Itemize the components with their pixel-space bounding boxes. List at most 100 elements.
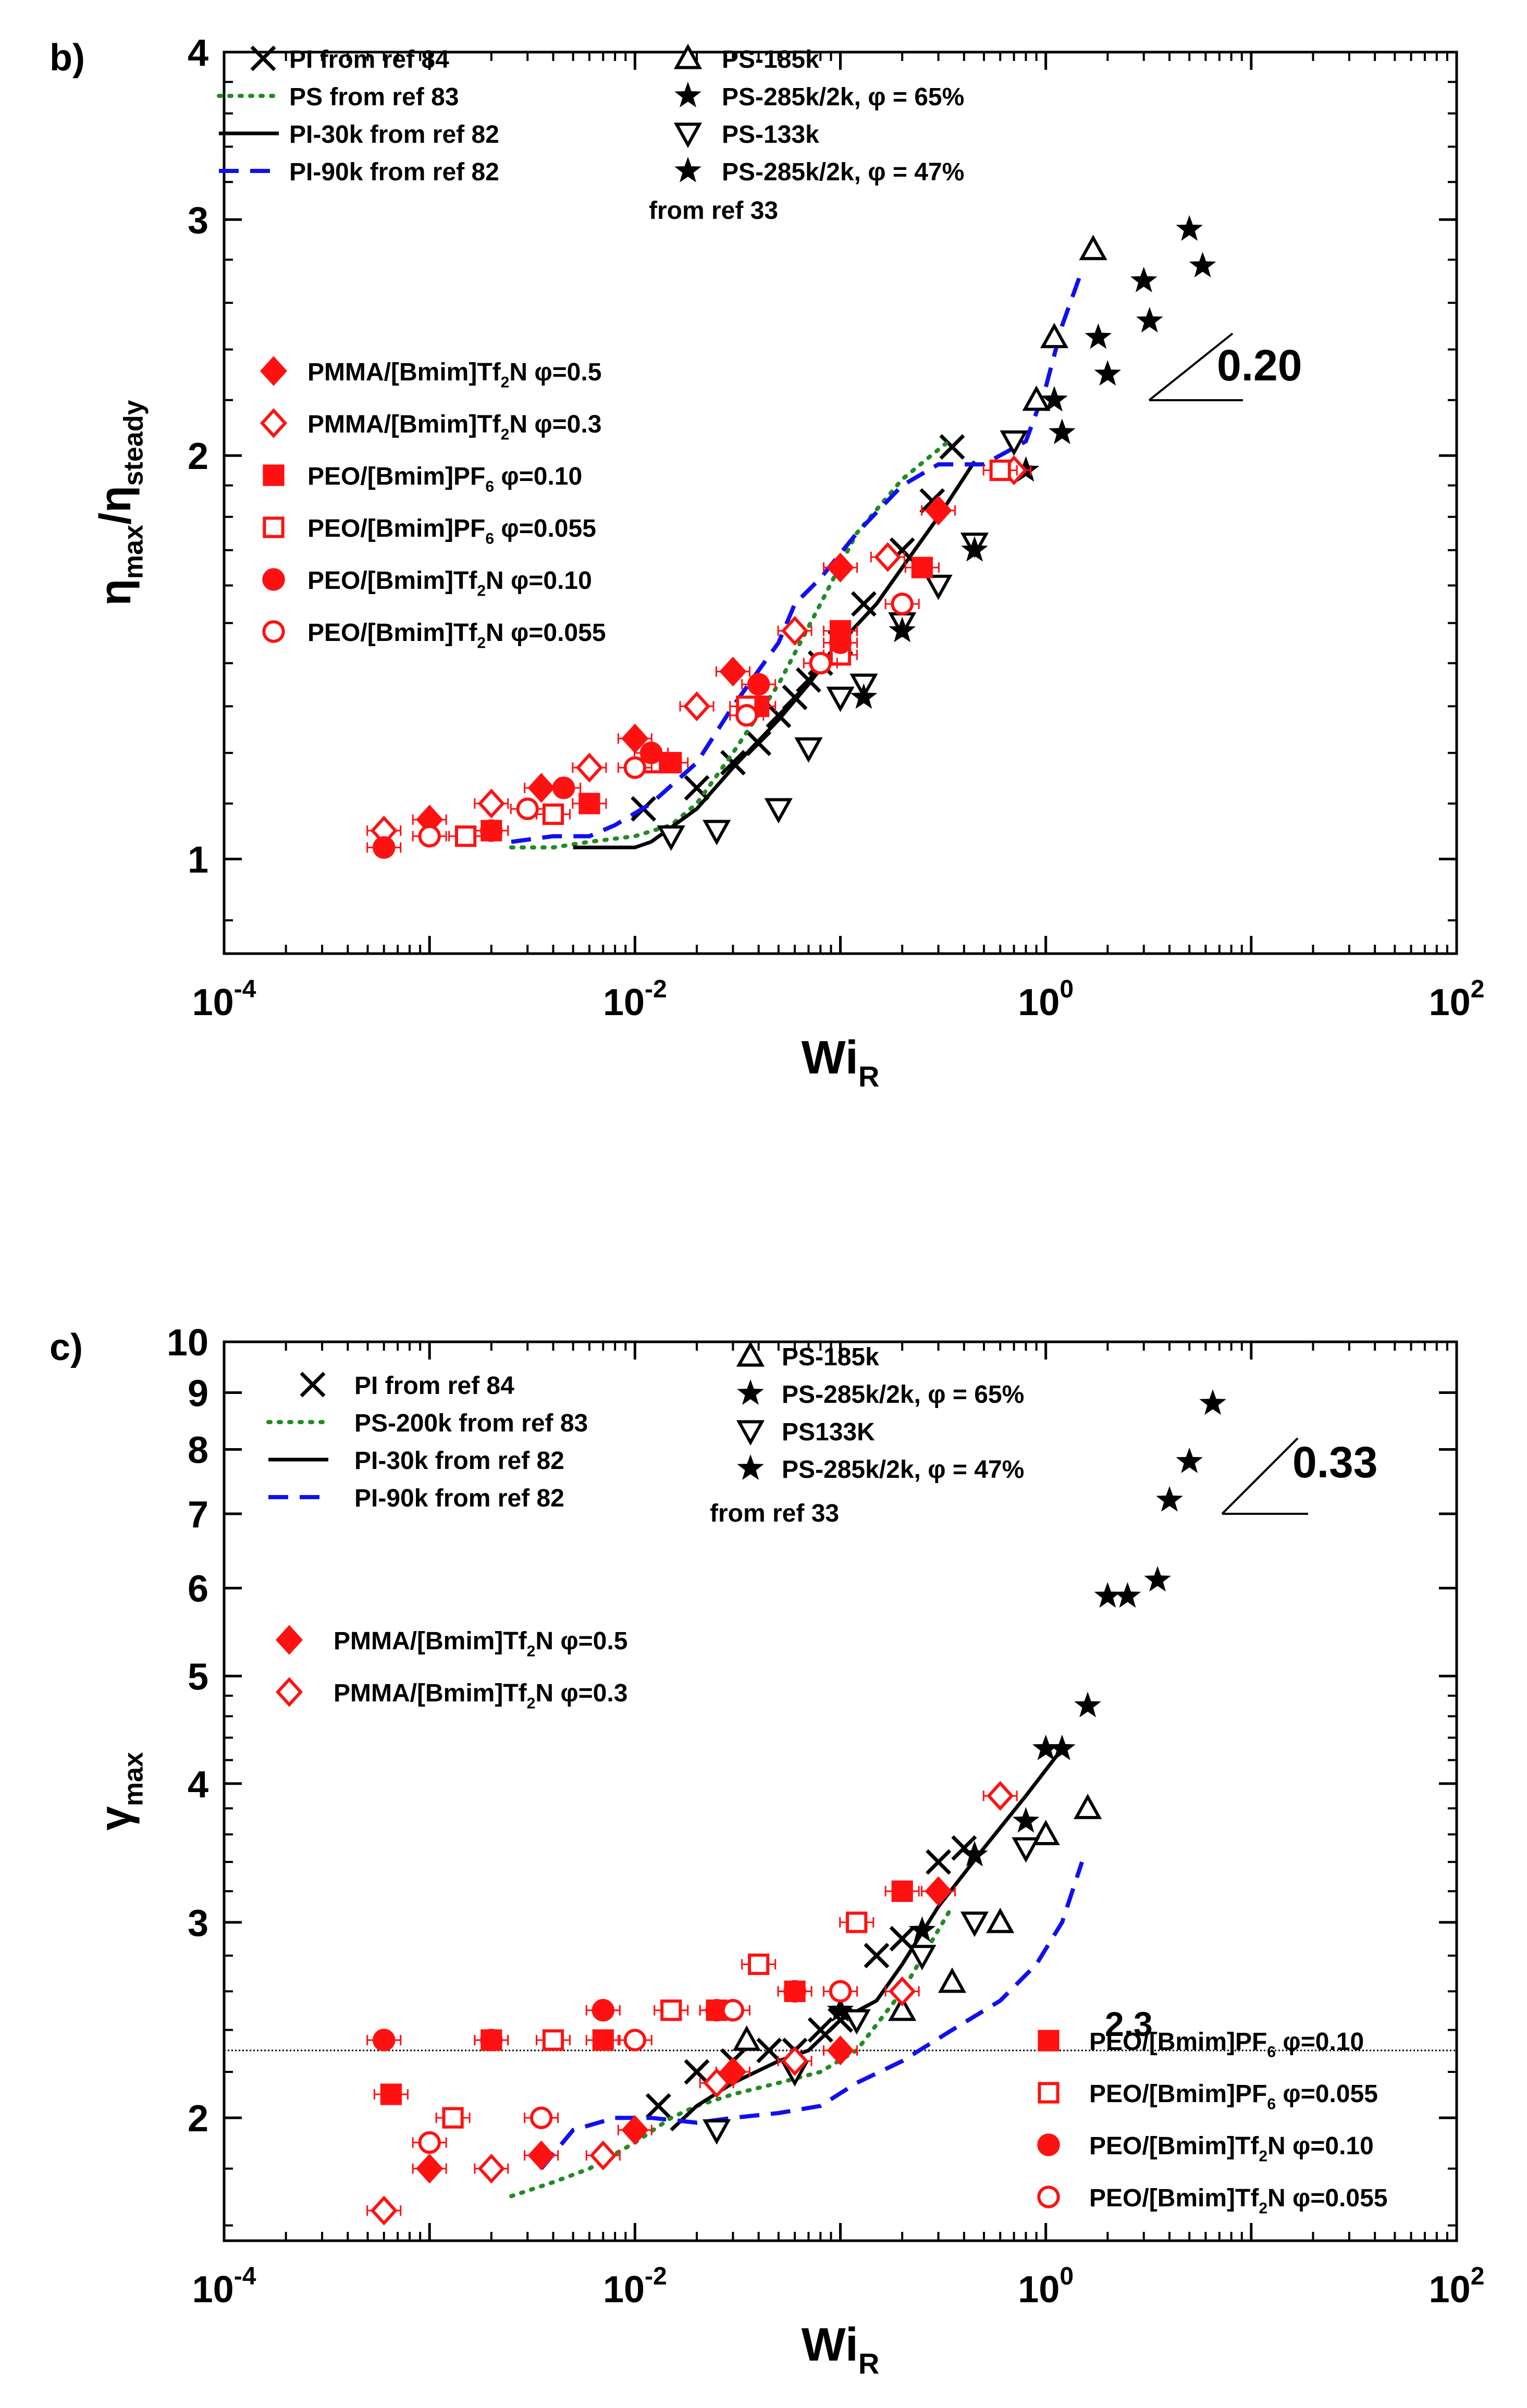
legend-marker [275, 1677, 303, 1707]
data-point [1000, 430, 1028, 456]
data-point [1189, 252, 1216, 278]
y-tick-label: 9 [188, 1373, 208, 1414]
y-axis-label-group: ηmax/ηsteady [91, 400, 149, 606]
legend-marker [250, 45, 276, 71]
series-line [539, 1861, 1084, 2170]
legend-label: PEO/[Bmim]Tf2N φ=0.10 [1089, 2132, 1374, 2165]
data-point [960, 1911, 989, 1937]
legend-label: PS-285k/2k, φ = 47% [722, 158, 964, 186]
y-tick-label: 1 [188, 839, 208, 881]
y-tick-label: 2 [188, 436, 208, 477]
slope-label: 0.33 [1292, 1438, 1378, 1487]
legend-label: PMMA/[Bmim]Tf2N φ=0.3 [334, 1680, 627, 1712]
slope-label: 0.20 [1217, 341, 1302, 390]
data-point [1040, 323, 1069, 349]
series-4 [732, 1794, 1102, 2051]
data-point [889, 1976, 916, 2007]
data-point [477, 2153, 505, 2184]
legend-entry: PS133K [736, 1418, 875, 1446]
data-point [1012, 1807, 1040, 1833]
legend-entry: PI-30k from ref 82 [268, 1447, 564, 1475]
data-point [764, 798, 793, 824]
legend-label: PEO/[Bmim]Tf2N φ=0.10 [307, 567, 592, 599]
y-tick-label: 6 [188, 1569, 208, 1610]
data-point [925, 1876, 952, 1906]
y-axis-label-group: γmax [91, 1752, 149, 1831]
data-point [888, 1995, 917, 2021]
data-point [1049, 418, 1076, 444]
data-point [807, 2017, 833, 2043]
legend-label: PS133K [782, 1418, 875, 1446]
data-point [516, 797, 539, 820]
legend-source-note: from ref 33 [649, 197, 778, 225]
slope-triangle [1148, 332, 1243, 401]
legend-label: PEO/[Bmim]Tf2N φ=0.055 [1089, 2184, 1388, 2217]
data-point [370, 2195, 398, 2226]
data-point [1041, 386, 1068, 412]
data-point [703, 2119, 731, 2145]
data-point [373, 2029, 396, 2052]
data-point [961, 536, 988, 562]
data-point [542, 803, 564, 825]
data-point [1085, 323, 1112, 349]
series-8 [412, 495, 956, 835]
legend-entry: PS-285k/2k, φ = 47% [737, 1454, 1024, 1484]
series-11 [435, 1911, 875, 2129]
legend-marker [1037, 2133, 1060, 2156]
legend-entry: PEO/[Bmim]Tf2N φ=0.055 [1037, 2184, 1388, 2217]
data-point [827, 2035, 854, 2066]
data-point [480, 819, 503, 842]
legend-entry: PS-285k/2k, φ = 65% [674, 81, 964, 111]
y-tick-label: 7 [188, 1494, 208, 1536]
data-point [1156, 1486, 1183, 1512]
data-point [1144, 1566, 1171, 1592]
legend-label: PS-285k/2k, φ = 65% [722, 83, 964, 111]
legend-entry: PEO/[Bmim]Tf2N φ=0.10 [262, 567, 592, 599]
data-point [748, 1953, 770, 1975]
data-point [1031, 1820, 1060, 1845]
data-point [621, 2115, 649, 2145]
data-point [416, 2153, 444, 2184]
x-tick-label: 10-4 [192, 975, 256, 1023]
legend-label: PS-285k/2k, φ = 65% [782, 1381, 1024, 1409]
data-point [418, 2131, 441, 2154]
data-point [1176, 1447, 1203, 1473]
y-tick-label: 8 [188, 1429, 208, 1471]
data-point [842, 2009, 871, 2035]
legend-label: PS-185k [782, 1343, 879, 1371]
data-point [592, 1998, 614, 2022]
data-point [575, 752, 603, 783]
data-point [1094, 360, 1122, 386]
data-point [623, 756, 647, 779]
data-point [989, 459, 1011, 481]
series-3 [511, 269, 1084, 844]
data-point [794, 737, 823, 763]
x-axis-label: WiR [802, 2319, 880, 2380]
legend-entry: PS-285k/2k, φ = 65% [737, 1379, 1024, 1409]
legend-label: PI-30k from ref 82 [354, 1447, 564, 1475]
legend-entry: PEO/[Bmim]Tf2N φ=0.055 [262, 619, 606, 651]
legend-marker [300, 1372, 326, 1398]
legend-label: PI-90k from ref 82 [354, 1485, 564, 1512]
data-point [1049, 1734, 1076, 1760]
legend-label: PEO/[Bmim]PF6 φ=0.055 [1089, 2080, 1378, 2113]
legend-entry: PMMA/[Bmim]Tf2N φ=0.5 [275, 1625, 627, 1660]
data-point [1074, 1794, 1102, 1819]
chart-panel-b: b) 10-4 10-2 100 102 1 2 3 4 WiR ηmax/ηsteady PI fr… [50, 32, 1484, 1093]
legend-marker [674, 81, 701, 107]
legend-marker [736, 1420, 765, 1446]
legend-label: PS from ref 83 [289, 83, 459, 111]
series-3 [539, 1861, 1084, 2170]
data-point [592, 2029, 614, 2051]
legend-entry: PS-185k [736, 1341, 879, 1371]
legend-label: PS-185k [722, 46, 819, 73]
series-4 [1022, 234, 1107, 411]
data-point [454, 825, 477, 847]
legend-label: PEO/[Bmim]PF6 φ=0.10 [307, 463, 582, 495]
legend-label: PI-30k from ref 82 [289, 121, 499, 149]
x-tick-label: 10-4 [192, 2263, 256, 2311]
series-line [509, 1904, 954, 2199]
series-13 [412, 1980, 858, 2154]
data-point [703, 820, 731, 846]
